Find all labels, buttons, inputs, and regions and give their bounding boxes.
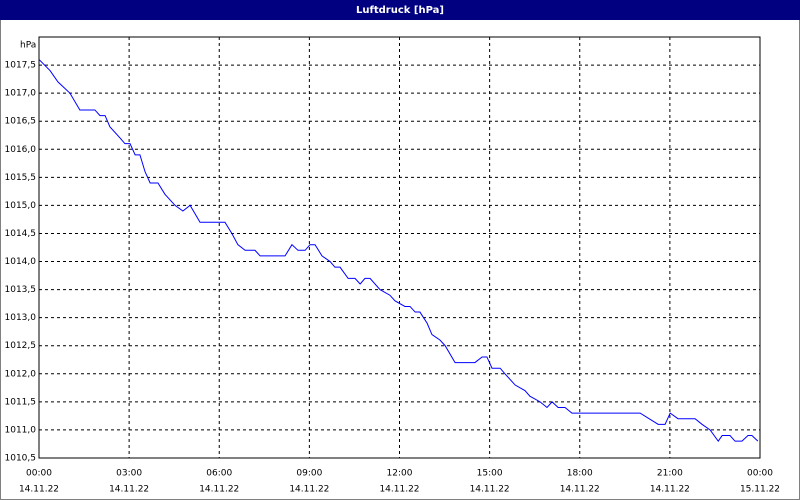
y-tick-label: 1014,0 [5, 257, 37, 267]
x-tick-date: 14.11.22 [289, 485, 329, 495]
chart-title: Luftdruck [hPa] [356, 5, 444, 16]
y-tick-label: 1015,0 [5, 201, 37, 211]
x-tick-date: 14.11.22 [650, 485, 690, 495]
y-tick-label: 1016,5 [5, 117, 37, 127]
y-tick-label: 1016,0 [5, 145, 37, 155]
x-tick-label: 06:00 [206, 469, 232, 479]
title-bar [0, 0, 800, 20]
y-tick-label: 1012,0 [5, 369, 37, 379]
y-tick-label: 1017,0 [5, 89, 37, 99]
x-tick-date: 14.11.22 [470, 485, 510, 495]
y-tick-label: 1014,5 [5, 229, 37, 239]
y-tick-label: 1013,0 [5, 313, 37, 323]
data-line [38, 59, 759, 443]
y-tick-label: 1013,5 [5, 285, 37, 295]
y-tick-label: 1011,0 [5, 425, 37, 435]
y-tick-label: 1012,5 [5, 341, 37, 351]
y-tick-label: 1015,5 [5, 173, 37, 183]
x-tick-date: 14.11.22 [19, 485, 59, 495]
x-tick-date: 15.11.22 [740, 485, 780, 495]
x-tick-label: 18:00 [567, 469, 593, 479]
x-tick-date: 14.11.22 [199, 485, 239, 495]
x-tick-date: 14.11.22 [379, 485, 419, 495]
y-tick-label: 1010,5 [5, 454, 37, 464]
x-tick-label: 09:00 [296, 469, 322, 479]
x-tick-label: 12:00 [387, 469, 413, 479]
x-tick-label: 00:00 [747, 469, 773, 479]
x-tick-date: 14.11.22 [560, 485, 600, 495]
y-unit: hPa [20, 41, 36, 51]
y-tick-label: 1011,5 [5, 397, 37, 407]
x-tick-date: 14.11.22 [109, 485, 149, 495]
x-tick-label: 03:00 [116, 469, 142, 479]
x-tick-label: 00:00 [26, 469, 52, 479]
x-tick-label: 21:00 [657, 469, 683, 479]
x-tick-label: 15:00 [477, 469, 503, 479]
y-tick-label: 1017,5 [5, 61, 37, 71]
